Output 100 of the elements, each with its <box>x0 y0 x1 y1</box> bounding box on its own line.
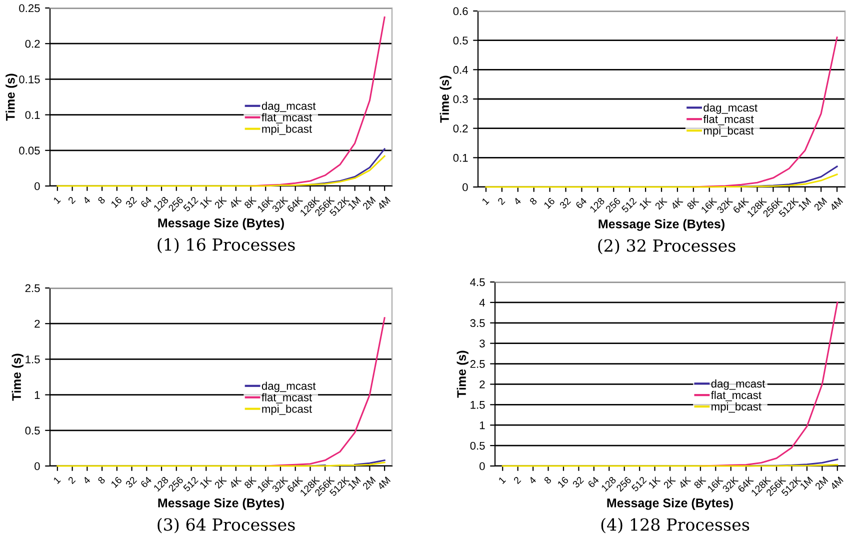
text: (1) 16 Processes <box>158 238 295 254</box>
x-tick-label: 32K <box>722 476 739 493</box>
legend-label: dag_mcast <box>262 382 316 392</box>
x-tick-label: 8K <box>686 196 700 210</box>
x-tick-label: 8K <box>244 196 257 209</box>
legend-label: flat_mcast <box>262 393 312 404</box>
x-tick-label: 2K <box>214 196 227 209</box>
y-tick-label: 0.1 <box>453 154 468 162</box>
x-tick-label: 16 <box>110 476 122 488</box>
x-tick-label: 16K <box>700 196 718 214</box>
x-tick-label: 64 <box>140 476 152 488</box>
x-tick-label: 64K <box>732 196 750 214</box>
x-axis-title: Message Size (Bytes) <box>598 219 724 231</box>
x-tick-label: 64K <box>737 476 754 493</box>
x-tick-label: 4K <box>228 476 242 489</box>
y-tick-label: 0 <box>34 182 40 190</box>
x-tick-label: 8 <box>97 196 106 204</box>
y-tick-label: 2.5 <box>25 284 40 292</box>
legend-label: mpi_bcast <box>262 124 312 136</box>
x-tick-label: 32K <box>272 196 288 213</box>
y-tick-label: 0.6 <box>453 7 468 16</box>
y-tick-label: 0.2 <box>453 124 468 132</box>
x-tick-label: 4 <box>82 196 91 204</box>
x-tick-label: 1K <box>648 476 661 489</box>
y-axis-title: Time (s) <box>440 76 452 123</box>
x-tick-label: 8 <box>97 476 106 484</box>
y-tick-label: 3.5 <box>470 319 485 328</box>
x-tick-label: 512 <box>621 197 637 213</box>
legend-label: dag_mcast <box>262 102 316 112</box>
x-tick-label: 1M <box>800 476 813 490</box>
x-tick-label: 16K <box>256 476 274 492</box>
x-tick-label: 4M <box>829 198 844 212</box>
text: (3) 64 Processes <box>158 518 295 534</box>
y-tick-label: 0 <box>462 183 468 192</box>
x-tick-label: 32 <box>559 197 572 210</box>
legend-label: dag_mcast <box>704 103 758 114</box>
x-tick-label: 4M <box>376 196 391 210</box>
text: (4) 128 Processes <box>601 518 750 534</box>
y-tick-label: 1.5 <box>26 356 40 364</box>
x-axis-title: Message Size (Bytes) <box>158 218 284 230</box>
x-tick-label: 4M <box>830 476 844 490</box>
x-axis-title: Message Size (Bytes) <box>607 498 733 510</box>
y-tick-label: 1 <box>480 421 485 430</box>
x-tick-label: 128 <box>153 196 169 212</box>
legend-label: dag_mcast <box>711 379 766 390</box>
x-tick-label: 64 <box>575 197 588 210</box>
legend-label: mpi_bcast <box>262 404 312 416</box>
legend-label: flat_mcast <box>262 113 312 124</box>
y-tick-label: 0.2 <box>25 40 40 48</box>
x-tick-label: 4 <box>528 476 537 484</box>
x-tick-label: 256 <box>168 196 184 212</box>
x-tick-label: 1M <box>348 196 361 210</box>
legend-label: flat_mcast <box>710 390 762 402</box>
x-tick-label: 32 <box>572 476 584 488</box>
x-tick-label: 256 <box>605 197 621 213</box>
x-tick-label: 2M <box>362 476 376 490</box>
y-tick-label: 0 <box>34 462 40 470</box>
x-tick-label: 2K <box>654 196 668 210</box>
x-tick-label: 4K <box>228 196 242 209</box>
y-tick-label: 0.05 <box>19 146 40 155</box>
x-tick-label: 64K <box>286 476 304 493</box>
x-tick-label: 1 <box>498 476 506 484</box>
x-tick-label: 1M <box>798 198 812 211</box>
x-tick-label: 64K <box>286 196 304 213</box>
x-axis-title: Message Size (Bytes) <box>158 498 284 510</box>
x-tick-label: 64 <box>587 476 600 488</box>
x-tick-label: 8 <box>544 476 552 484</box>
x-tick-label: 2 <box>68 196 76 204</box>
x-tick-label: 2M <box>814 476 828 490</box>
x-tick-label: 2M <box>814 197 828 211</box>
y-tick-label: 2.5 <box>470 360 485 368</box>
line-series <box>485 174 838 188</box>
x-tick-label: 4K <box>678 476 692 489</box>
x-tick-label: 128 <box>589 197 605 213</box>
x-tick-label: 128 <box>600 476 616 492</box>
x-tick-label: 4 <box>513 197 522 206</box>
x-tick-label: 64 <box>140 196 152 208</box>
y-axis-title: Time (s) <box>456 350 468 398</box>
x-tick-label: 2M <box>362 196 376 210</box>
y-tick-label: 0.5 <box>25 426 40 435</box>
y-tick-label: 0.25 <box>19 4 40 12</box>
x-tick-label: 32 <box>125 476 138 488</box>
y-tick-label: 0.15 <box>19 75 40 84</box>
legend-label: flat_mcast <box>703 114 754 126</box>
x-tick-label: 4 <box>82 476 91 484</box>
x-tick-label: 32K <box>716 196 734 214</box>
y-tick-label: 0.5 <box>453 36 468 44</box>
y-tick-label: 0.1 <box>25 111 40 119</box>
x-tick-label: 1 <box>53 476 61 484</box>
x-tick-label: 1K <box>200 196 212 209</box>
y-tick-label: 3 <box>480 340 485 348</box>
legend-label: mpi_bcast <box>712 402 762 413</box>
legend-label: mpi_bcast <box>704 126 754 137</box>
x-tick-label: 16 <box>110 196 122 208</box>
x-tick-label: 4K <box>670 197 684 210</box>
x-tick-label: 16K <box>256 196 274 212</box>
x-tick-label: 256 <box>616 476 632 492</box>
text: (2) 32 Processes <box>598 238 736 254</box>
x-tick-label: 512 <box>631 476 647 492</box>
x-tick-label: 8 <box>529 197 538 206</box>
